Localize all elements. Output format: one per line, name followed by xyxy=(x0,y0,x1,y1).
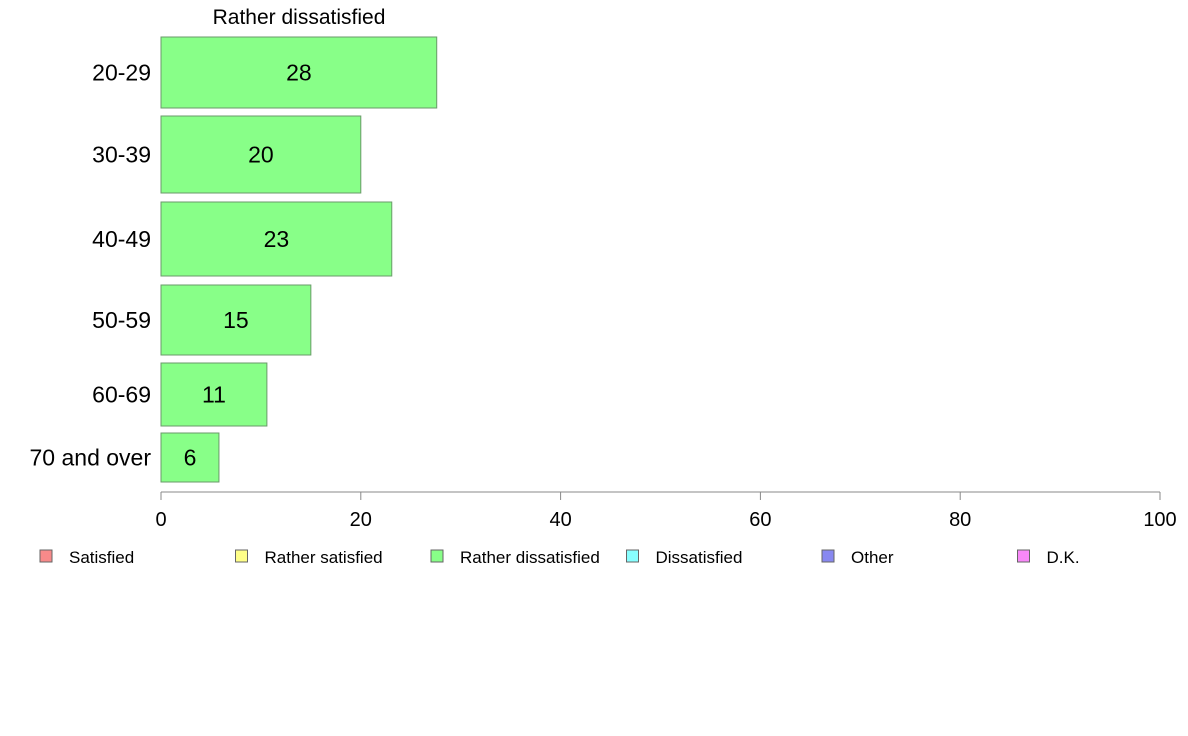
bar xyxy=(160,284,312,356)
bar-data-label: 20 xyxy=(248,142,274,168)
category-label: 30-39 xyxy=(92,142,151,168)
bar xyxy=(160,201,393,277)
chart-title: Rather dissatisfied xyxy=(213,6,386,29)
legend-swatch xyxy=(626,549,639,563)
legend-swatch xyxy=(235,549,248,563)
legend-swatch xyxy=(821,549,835,563)
bar-data-label: 23 xyxy=(264,226,290,252)
category-label: 20-29 xyxy=(92,60,151,86)
bar xyxy=(160,362,268,427)
x-tick-label: 40 xyxy=(549,509,571,531)
category-label: 50-59 xyxy=(92,307,151,333)
legend-label: Rather dissatisfied xyxy=(460,548,600,567)
bar xyxy=(160,432,220,483)
x-tick-label: 60 xyxy=(749,509,771,531)
legend-label: D.K. xyxy=(1047,548,1080,567)
legend-swatch xyxy=(430,549,444,563)
x-tick-label: 100 xyxy=(1143,509,1176,531)
x-tick-label: 0 xyxy=(155,509,166,531)
category-label: 70 and over xyxy=(30,445,152,471)
bar-data-label: 28 xyxy=(286,60,312,86)
legend-label: Satisfied xyxy=(69,548,134,567)
legend-label: Other xyxy=(851,548,894,567)
legend-label: Rather satisfied xyxy=(265,548,383,567)
category-label: 40-49 xyxy=(92,226,151,252)
x-tick-label: 20 xyxy=(350,509,372,531)
legend-swatch xyxy=(39,549,53,563)
legend-swatch xyxy=(1017,549,1030,563)
legend-label: Dissatisfied xyxy=(656,548,743,567)
x-tick-label: 80 xyxy=(949,509,971,531)
bar xyxy=(160,36,438,109)
bar xyxy=(160,115,362,194)
category-label: 60-69 xyxy=(92,382,151,408)
bar-data-label: 6 xyxy=(184,445,197,471)
bar-data-label: 11 xyxy=(202,382,226,408)
bar-data-label: 15 xyxy=(223,307,249,333)
